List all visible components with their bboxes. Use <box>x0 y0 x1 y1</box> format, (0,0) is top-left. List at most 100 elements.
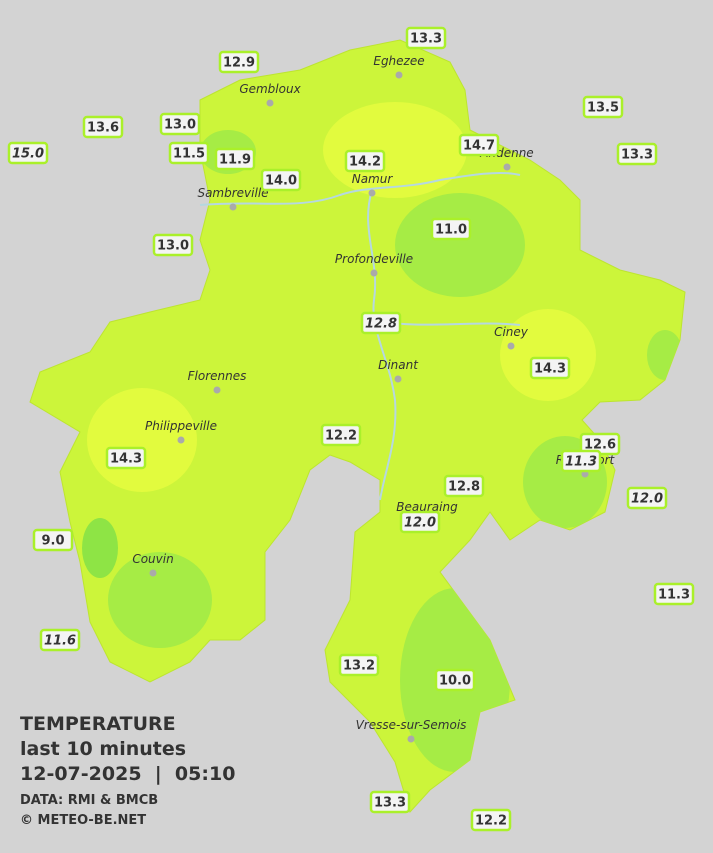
station-box <box>218 50 260 74</box>
station-box <box>470 808 512 832</box>
legend-title: TEMPERATURE <box>20 713 176 735</box>
station-box <box>344 149 386 173</box>
station: 12.0 <box>626 486 668 510</box>
station: 9.0 <box>32 528 74 552</box>
station: 13.3 <box>616 142 658 166</box>
stations: 13.3 12.9 13.6 13.0 15.0 11.5 11.9 14.0 14.2 14.7… <box>7 26 695 832</box>
city-dot <box>407 735 415 743</box>
station: 13.6 <box>82 115 124 139</box>
station: 11.5 <box>168 141 210 165</box>
station-box <box>360 311 402 335</box>
station-box <box>82 115 124 139</box>
station-box <box>168 141 210 165</box>
station-box <box>434 668 476 692</box>
station: 13.5 <box>582 95 624 119</box>
station-value: 9.0 <box>41 534 64 549</box>
station: 11.3 <box>653 582 695 606</box>
station-box <box>152 233 194 257</box>
station-value: 13.0 <box>164 118 196 133</box>
city-label: Florennes <box>188 369 247 383</box>
station-value: 13.2 <box>343 659 375 674</box>
station-box <box>39 628 81 652</box>
station-value: 14.3 <box>110 452 142 467</box>
city-label: Vresse-sur-Semois <box>356 718 467 732</box>
station-value: 12.2 <box>475 814 507 829</box>
station: 13.0 <box>159 112 201 136</box>
legend-credit: © METEO-BE.NET <box>20 813 146 828</box>
station-value: 11.0 <box>435 223 467 238</box>
station-box <box>214 147 256 171</box>
station-box <box>653 582 695 606</box>
station-box <box>458 133 500 157</box>
station-value: 12.0 <box>404 516 436 531</box>
cool-zone <box>82 518 118 578</box>
station-box <box>105 446 147 470</box>
city-dot <box>368 189 376 197</box>
station-value: 14.0 <box>265 174 297 189</box>
station-value: 11.9 <box>219 153 251 168</box>
city-label: Sambreville <box>197 186 268 200</box>
station-box <box>529 356 571 380</box>
station-value: 11.5 <box>173 147 205 162</box>
station: 14.7 <box>458 133 500 157</box>
station-box <box>338 653 380 677</box>
city-label: Gembloux <box>239 82 301 96</box>
station-value: 12.2 <box>325 429 357 444</box>
station-value: 12.0 <box>631 492 663 507</box>
station: 12.2 <box>320 423 362 447</box>
station-value: 11.3 <box>658 588 690 603</box>
station: 11.0 <box>430 217 472 241</box>
station: 13.2 <box>338 653 380 677</box>
city-dot <box>177 436 185 444</box>
station-box <box>369 790 411 814</box>
station: 12.9 <box>218 50 260 74</box>
city-label: Profondeville <box>335 252 413 266</box>
station: 12.8 <box>360 311 402 335</box>
station: 14.3 <box>105 446 147 470</box>
station-value: 13.5 <box>587 101 619 116</box>
station-value: 14.7 <box>463 139 495 154</box>
legend-period: last 10 minutes <box>20 738 186 760</box>
station-value: 13.3 <box>410 32 442 47</box>
warm-zone <box>323 102 467 198</box>
station: 14.3 <box>529 356 571 380</box>
city-dot <box>394 375 402 383</box>
station-box <box>616 142 658 166</box>
station: 12.8 <box>443 474 485 498</box>
warm-zone <box>500 309 596 401</box>
station-value: 14.3 <box>534 362 566 377</box>
city-dot <box>395 71 403 79</box>
station-value: 14.2 <box>349 155 381 170</box>
station-value: 12.8 <box>365 317 397 332</box>
city-dot <box>507 342 515 350</box>
city-label: Beauraing <box>396 500 458 514</box>
station-box <box>560 449 602 473</box>
station-value: 13.3 <box>621 148 653 163</box>
legend-source: DATA: RMI & BMCB <box>20 793 158 808</box>
station-value: 15.0 <box>12 147 44 162</box>
city-label: Namur <box>352 172 394 186</box>
city-label: Eghezee <box>373 54 424 68</box>
city-dot <box>266 99 274 107</box>
station: 11.3 <box>560 449 602 473</box>
city-dot <box>370 269 378 277</box>
station: 10.0 <box>434 668 476 692</box>
station: 13.3 <box>369 790 411 814</box>
city-dot <box>149 569 157 577</box>
station-box <box>320 423 362 447</box>
station-value: 11.6 <box>44 634 76 649</box>
cool-zone <box>395 193 525 297</box>
station-box <box>159 112 201 136</box>
city-dot <box>229 203 237 211</box>
city-label: Ciney <box>494 325 529 339</box>
station-value: 13.6 <box>87 121 119 136</box>
legend-datetime: 12-07-2025 | 05:10 <box>20 763 235 785</box>
station-box <box>260 168 302 192</box>
station: 14.2 <box>344 149 386 173</box>
station-box <box>582 95 624 119</box>
station-value: 13.3 <box>374 796 406 811</box>
city-label: Philippeville <box>145 419 217 433</box>
station-value: 12.9 <box>223 56 255 71</box>
city-label: Dinant <box>378 358 419 372</box>
